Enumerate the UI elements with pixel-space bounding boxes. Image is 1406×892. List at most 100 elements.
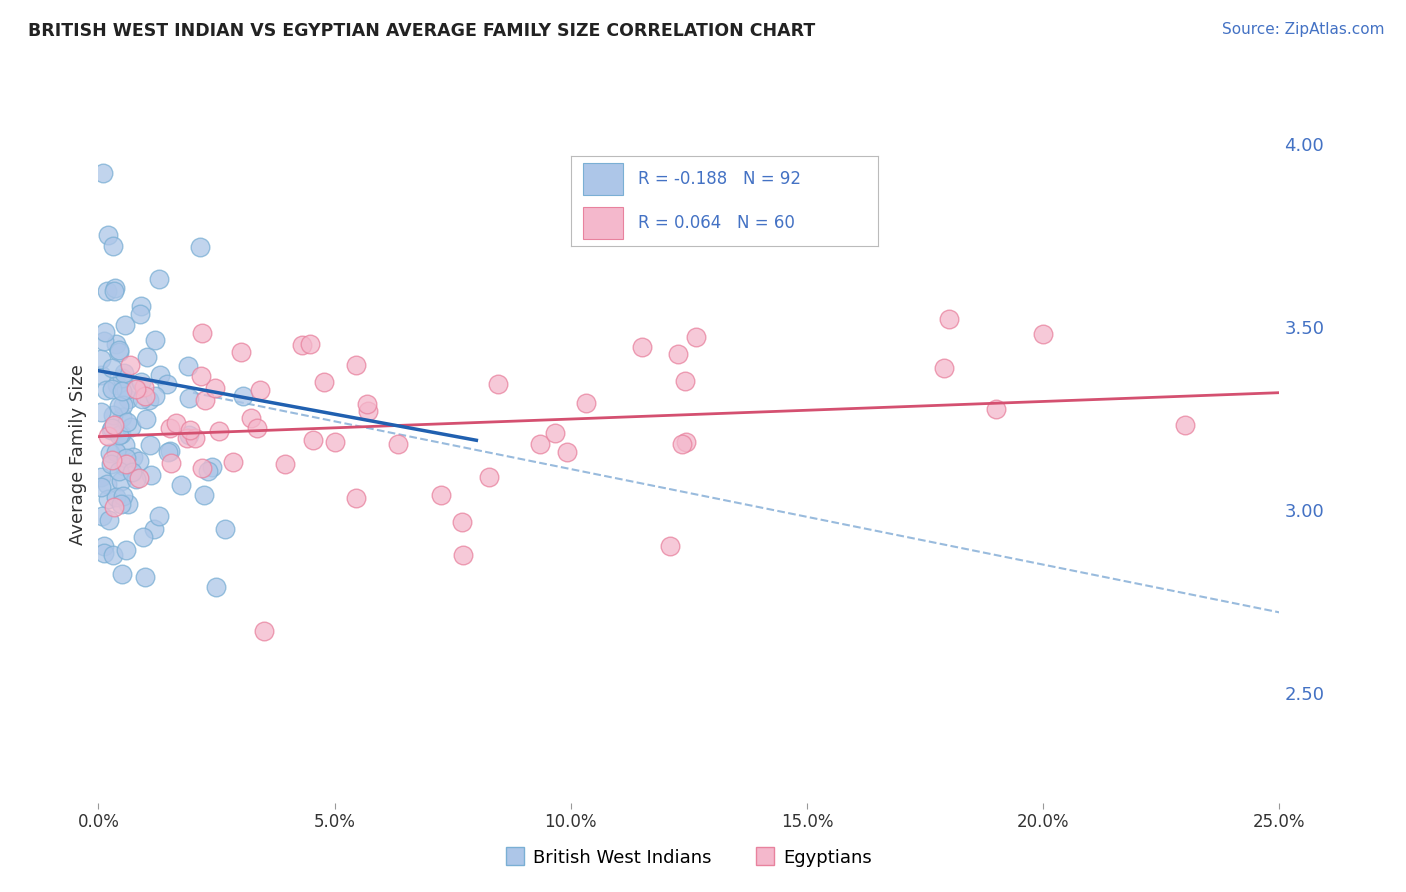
Point: [325, 434, 347, 449]
Point: [104, 337, 127, 351]
Point: [544, 425, 567, 440]
Point: [344, 358, 367, 372]
Point: [115, 415, 138, 429]
Point: [111, 384, 134, 398]
Point: [91, 166, 114, 180]
Point: [103, 500, 125, 514]
Point: [159, 444, 181, 458]
Point: [177, 359, 200, 374]
Point: [229, 345, 252, 359]
Text: R = 0.064   N = 60: R = 0.064 N = 60: [638, 214, 796, 232]
Point: [110, 475, 132, 489]
Point: [1032, 327, 1054, 342]
Point: [104, 491, 127, 505]
Point: [188, 240, 211, 254]
Point: [685, 330, 707, 344]
Point: [675, 435, 697, 450]
Point: [101, 408, 124, 422]
Point: [190, 368, 212, 383]
Point: [131, 392, 153, 407]
Point: [301, 434, 323, 448]
Point: [184, 431, 207, 445]
Point: [103, 418, 125, 433]
Point: [129, 376, 152, 390]
Point: [156, 376, 179, 391]
Point: [673, 374, 696, 388]
Point: [170, 478, 193, 492]
Point: [555, 445, 578, 459]
Point: [111, 566, 134, 581]
Bar: [583, 163, 623, 194]
Point: [91, 509, 114, 524]
Point: [149, 368, 172, 383]
Point: [90, 479, 112, 493]
Point: [478, 470, 501, 484]
Point: [98, 446, 121, 460]
Point: [111, 409, 134, 424]
Point: [129, 307, 152, 321]
Point: [249, 383, 271, 397]
Point: [148, 508, 170, 523]
Point: [938, 312, 960, 326]
Point: [107, 343, 129, 358]
Point: [529, 437, 551, 451]
Point: [451, 515, 474, 529]
Point: [658, 539, 681, 553]
Point: [94, 325, 117, 339]
Point: [120, 358, 142, 372]
Y-axis label: Average Family Size: Average Family Size: [69, 365, 87, 545]
Point: [111, 371, 134, 385]
Point: [96, 476, 118, 491]
Point: [94, 383, 117, 397]
Point: [430, 488, 453, 502]
Point: [112, 459, 135, 474]
Point: [112, 366, 135, 380]
Text: BRITISH WEST INDIAN VS EGYPTIAN AVERAGE FAMILY SIZE CORRELATION CHART: BRITISH WEST INDIAN VS EGYPTIAN AVERAGE …: [28, 22, 815, 40]
Point: [232, 389, 254, 403]
Point: [143, 389, 166, 403]
Point: [101, 239, 124, 253]
Point: [96, 284, 118, 298]
Point: [205, 580, 228, 594]
Point: [128, 454, 150, 468]
Point: [134, 570, 156, 584]
Point: [387, 436, 409, 450]
Point: [208, 424, 231, 438]
Point: [191, 326, 214, 340]
Point: [97, 228, 120, 243]
Point: [114, 438, 136, 452]
Point: [165, 416, 187, 430]
Point: [132, 380, 155, 394]
Point: [93, 334, 115, 349]
Point: [631, 340, 654, 354]
Point: [222, 455, 245, 469]
Point: [101, 382, 124, 396]
Point: [128, 471, 150, 485]
Point: [90, 368, 112, 382]
Point: [451, 548, 474, 562]
Point: [246, 421, 269, 435]
Point: [1174, 418, 1197, 433]
Point: [291, 338, 314, 352]
Point: [90, 470, 112, 484]
Point: [575, 396, 598, 410]
Text: R = -0.188   N = 92: R = -0.188 N = 92: [638, 169, 801, 188]
Point: [111, 489, 134, 503]
Point: [201, 460, 224, 475]
Point: [142, 522, 165, 536]
Point: [148, 272, 170, 286]
Point: [90, 352, 112, 367]
Point: [104, 281, 127, 295]
Point: [103, 284, 125, 298]
Point: [932, 360, 955, 375]
Point: [136, 350, 159, 364]
Point: [110, 497, 132, 511]
Point: [121, 465, 143, 479]
Point: [107, 464, 129, 478]
Point: [100, 457, 122, 471]
Bar: [583, 207, 623, 239]
Point: [190, 461, 212, 475]
Point: [356, 397, 378, 411]
Point: [138, 438, 160, 452]
Point: [97, 429, 120, 443]
